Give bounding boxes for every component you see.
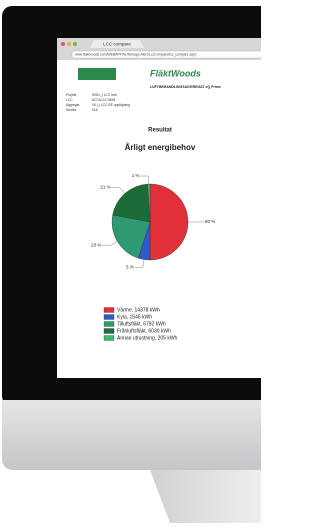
doc-subtitle: LUFTBEHANDLINGSAGGREGAT eQ Prime: [150, 85, 221, 89]
row-label: Aggregat: [66, 103, 79, 107]
legend-swatch: [104, 336, 114, 341]
data-label: 21 %: [100, 185, 110, 190]
url: www.flaktwoods.com/WEBAPP/fw.Webapp.Aler…: [75, 53, 197, 57]
logo: [78, 68, 116, 80]
data-label: 1 %: [132, 173, 140, 178]
chart-title: Årligt energibehov: [125, 143, 196, 152]
close-button[interactable]: [61, 42, 65, 46]
legend-label: Tilluftsfläkt, 6792 kWh: [117, 321, 166, 327]
row-value: SKB (-) LCC test: [92, 93, 117, 97]
data-label: 5 %: [126, 265, 134, 270]
legend-swatch: [104, 308, 114, 313]
tab-title: LCC compare: [103, 42, 131, 47]
legend-swatch: [104, 315, 114, 320]
data-label: 50 %: [205, 219, 215, 224]
row-label: Storlek: [66, 108, 77, 112]
row-label: LCC: [66, 98, 73, 102]
brand: FläktWoods: [150, 68, 201, 78]
legend-label: Annan utrustning, 205 kWh: [117, 335, 178, 341]
legend-swatch: [104, 329, 114, 334]
legend-label: Frånluftsfläkt, 6030 kWh: [117, 327, 171, 334]
scene: LCC compare www.flaktwoods.com/WEBAPP/fw…: [0, 0, 261, 523]
row-value: 018: [92, 108, 98, 112]
stand: [150, 470, 261, 523]
zoom-button[interactable]: [73, 42, 77, 46]
legend-label: Värme, 14378 kWh: [117, 307, 160, 313]
section-heading: Resultat: [148, 128, 172, 134]
legend-label: Kyla, 1546 kWh: [117, 314, 152, 320]
data-label: 23 %: [91, 243, 101, 248]
row-label: Projekt: [66, 93, 76, 97]
legend-swatch: [104, 322, 114, 327]
row-value: 40 (-) LCC RE upplägning: [92, 103, 130, 107]
minimize-button[interactable]: [67, 42, 71, 46]
row-value: ACCN-0174848: [92, 98, 115, 102]
chin: [2, 400, 261, 470]
